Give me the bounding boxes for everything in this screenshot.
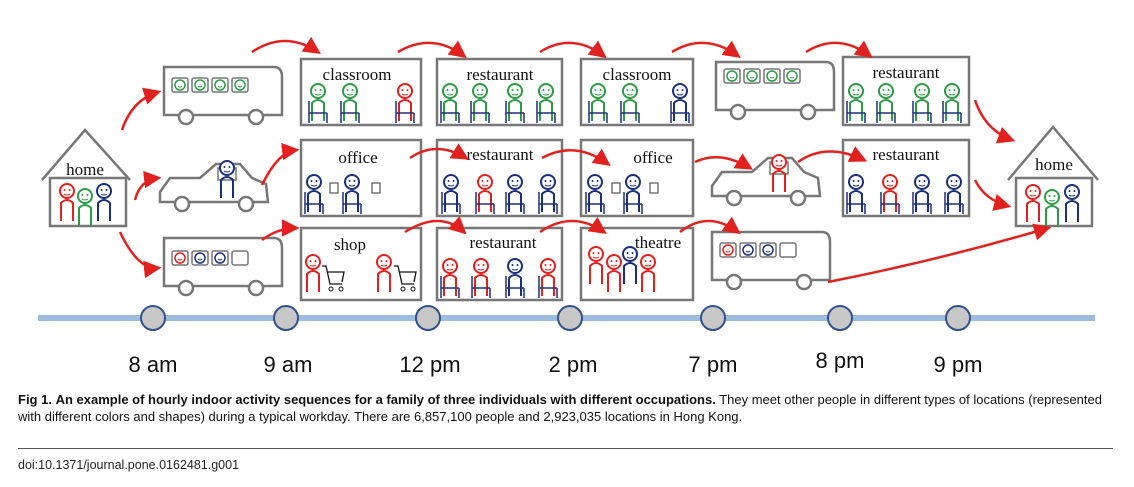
home-left: home xyxy=(41,128,131,228)
row3-bus-2 xyxy=(710,230,832,291)
row1-classroom: classroom xyxy=(299,57,423,127)
row3-theatre: theatre xyxy=(579,226,695,302)
timeline-node-5 xyxy=(700,305,726,331)
row3-restaurant: restaurant xyxy=(435,226,564,302)
timeline-node-1 xyxy=(140,305,166,331)
row1-box1-label: classroom xyxy=(323,65,392,84)
row1-classroom-2: classroom xyxy=(579,57,695,127)
row2-box2-label: restaurant xyxy=(466,145,533,164)
timeline-nodes xyxy=(140,305,971,331)
time-label-9am: 9 am xyxy=(264,352,313,377)
row1-box2-label: restaurant xyxy=(466,65,533,84)
time-label-7pm: 7 pm xyxy=(689,352,738,377)
row2-box4-label: restaurant xyxy=(872,145,939,164)
home-right-label: home xyxy=(1035,155,1073,174)
caption-label: Fig 1. xyxy=(18,392,52,407)
time-label-12pm: 12 pm xyxy=(399,352,460,377)
activity-sequence-figure: home home classroom restaurant classroom… xyxy=(38,36,1099,377)
row1-box4-label: restaurant xyxy=(872,63,939,82)
row2-car-2 xyxy=(710,154,822,207)
row2-office-2: office xyxy=(579,138,695,218)
home-right: home xyxy=(1007,125,1099,228)
row3-box1-label: shop xyxy=(334,235,366,254)
row1-bus-2 xyxy=(714,60,836,121)
timeline-node-3 xyxy=(415,305,441,331)
row2-restaurant-1: restaurant xyxy=(435,138,564,218)
caption-text: They meet other people in different type… xyxy=(18,392,1102,424)
time-label-8am: 8 am xyxy=(129,352,178,377)
timeline-node-4 xyxy=(557,305,583,331)
timeline-node-7 xyxy=(945,305,971,331)
row2-box1-label: office xyxy=(338,148,377,167)
row2-box3-label: office xyxy=(633,148,672,167)
home-left-label: home xyxy=(66,160,104,179)
time-label-2pm: 2 pm xyxy=(549,352,598,377)
row3-box2-label: restaurant xyxy=(469,233,536,252)
row2-car xyxy=(158,160,270,213)
row1-restaurant-2: restaurant xyxy=(841,55,971,127)
time-label-9pm: 9 pm xyxy=(934,352,983,377)
row1-restaurant-1: restaurant xyxy=(435,57,564,127)
timeline: 8 am 9 am 12 pm 2 pm 7 pm 8 pm 9 pm xyxy=(38,305,1095,377)
caption-title: An example of hourly indoor activity seq… xyxy=(55,392,716,407)
row3-box3-label: theatre xyxy=(635,233,681,252)
transition-arrows xyxy=(118,36,1052,284)
timeline-node-2 xyxy=(273,305,299,331)
row3-shop: shop xyxy=(299,226,423,302)
doi-text: doi:10.1371/journal.pone.0162481.g001 xyxy=(18,458,240,472)
row3-bus xyxy=(162,236,284,297)
caption-divider xyxy=(18,448,1113,449)
figure-caption: Fig 1. An example of hourly indoor activ… xyxy=(18,391,1113,425)
row1-box3-label: classroom xyxy=(603,65,672,84)
row2-office: office xyxy=(299,138,423,218)
row1-bus xyxy=(162,65,284,126)
row2-restaurant-2: restaurant xyxy=(841,138,971,218)
time-label-8pm: 8 pm xyxy=(816,348,865,373)
timeline-node-6 xyxy=(827,305,853,331)
